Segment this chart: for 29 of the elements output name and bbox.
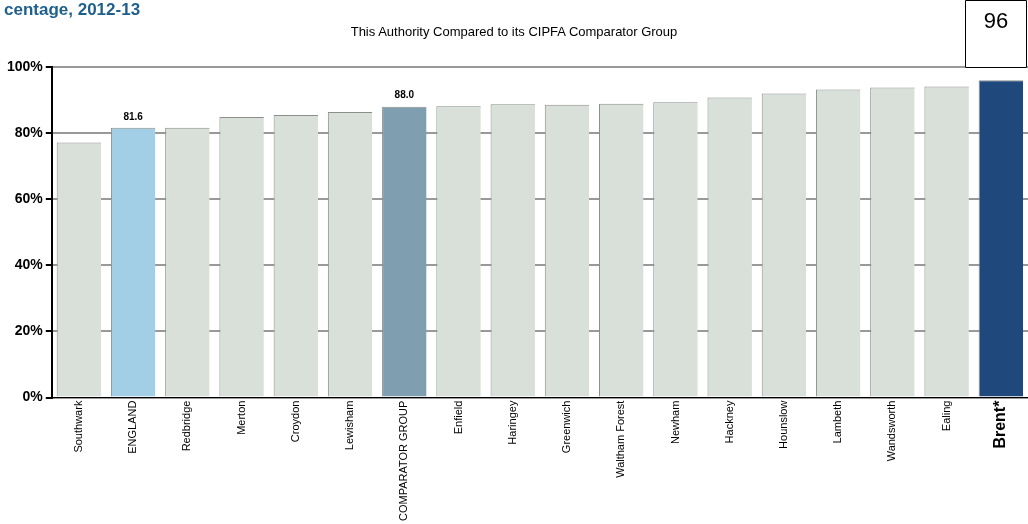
chart-subtitle: This Authority Compared to its CIPFA Comparator Group xyxy=(350,24,678,39)
x-tick-label: COMPARATOR GROUP xyxy=(397,400,410,522)
x-tick-label: Brent* xyxy=(991,399,1009,449)
data-label: 96 xyxy=(983,8,1009,34)
x-tick-label: Croydon xyxy=(288,400,301,443)
y-tick-label: 100% xyxy=(6,57,44,74)
data-label: 81.6 xyxy=(123,110,144,122)
y-tick-label: 80% xyxy=(14,123,44,140)
y-tick-label: 60% xyxy=(14,190,44,207)
x-tick-label: Lambeth xyxy=(831,400,844,444)
y-tick-label: 20% xyxy=(14,322,44,339)
x-tick-label: Ealing xyxy=(939,400,952,432)
y-tick-label: 40% xyxy=(14,256,44,273)
x-tick-label: ENGLAND xyxy=(126,400,139,454)
x-tick-label: Redbridge xyxy=(180,400,193,452)
x-tick-label: Waltham Forest xyxy=(614,400,627,478)
y-tick-label: 0% xyxy=(22,388,44,405)
x-tick-label: Lewisham xyxy=(343,400,356,451)
x-tick-label: Southwark xyxy=(71,400,84,453)
x-tick-label: Newham xyxy=(668,400,681,445)
x-tick-label: Hounslow xyxy=(776,400,789,449)
x-tick-label: Greenwich xyxy=(560,400,573,454)
x-tick-label: Haringey xyxy=(505,400,518,445)
data-label: 88.0 xyxy=(394,89,415,101)
x-tick-label: Enfield xyxy=(451,400,464,435)
x-tick-label: Wandsworth xyxy=(885,400,898,462)
x-tick-label: Hackney xyxy=(722,400,735,444)
x-tick-label: Merton xyxy=(234,400,247,435)
chart-title: centage, 2012-13 xyxy=(4,0,141,20)
